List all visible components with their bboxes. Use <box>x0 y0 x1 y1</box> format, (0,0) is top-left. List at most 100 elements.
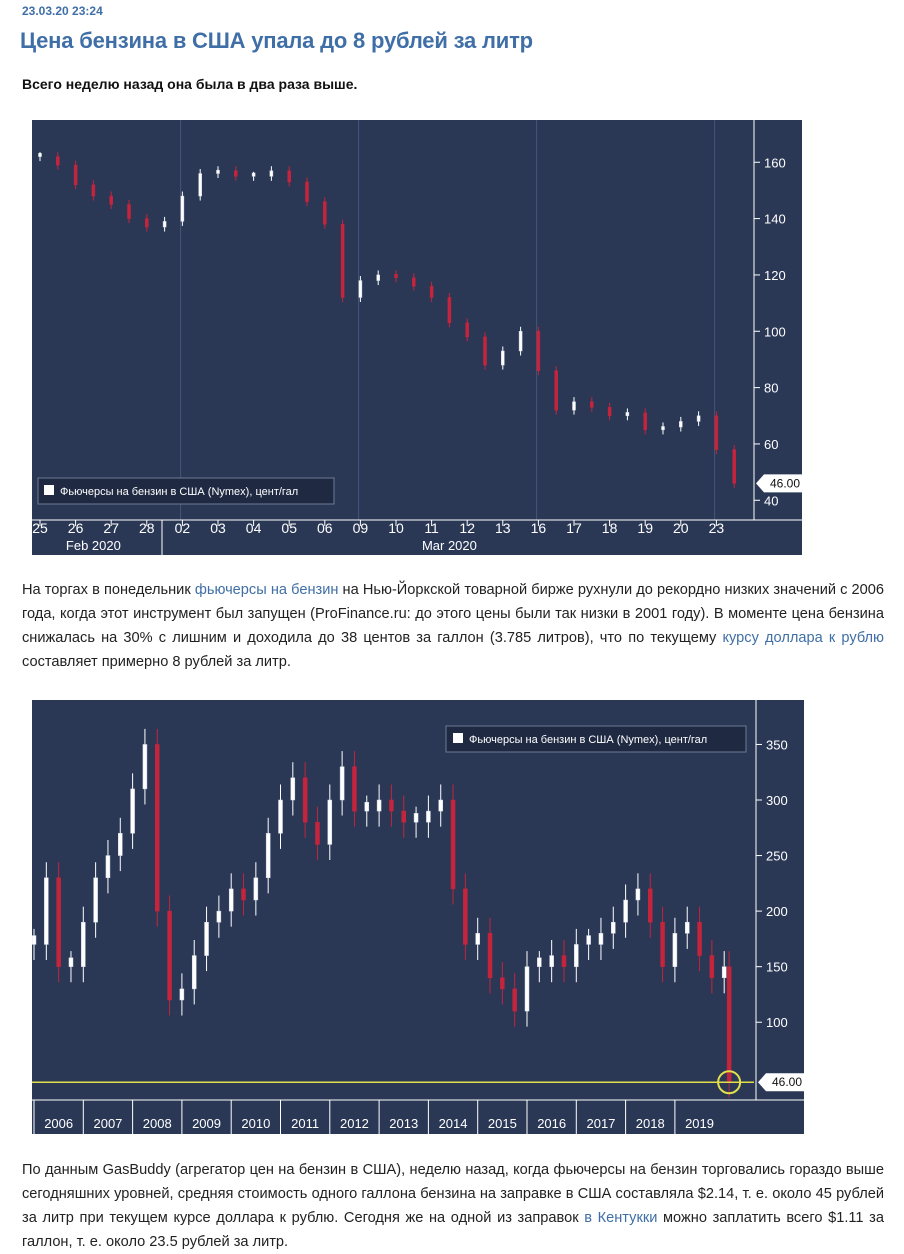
y-tick-label: 140 <box>764 212 786 227</box>
candle <box>549 955 554 967</box>
x-tick-label: 17 <box>566 520 582 536</box>
candle <box>376 799 382 812</box>
candle <box>643 412 647 431</box>
candle <box>251 172 256 177</box>
candle <box>198 173 202 197</box>
legend-box <box>445 725 747 753</box>
x-tick-label: 16 <box>531 520 547 536</box>
y-tick-label: 200 <box>766 904 788 919</box>
candle <box>180 195 185 222</box>
candle <box>302 777 308 823</box>
legend-box <box>37 477 335 505</box>
candle <box>611 921 616 934</box>
candle <box>524 966 530 1012</box>
candle <box>518 331 523 352</box>
candle <box>635 888 641 901</box>
x-tick-label: 03 <box>210 520 226 536</box>
candle <box>536 331 541 371</box>
link-usd-rub-rate[interactable]: курсу доллара к рублю <box>722 630 884 646</box>
candle <box>56 877 61 967</box>
candle <box>465 322 469 338</box>
candle <box>500 977 505 990</box>
candle <box>586 935 591 945</box>
candle <box>376 274 380 281</box>
candle <box>607 407 612 417</box>
candle <box>483 336 487 366</box>
candle <box>412 277 416 287</box>
y-tick-label: 300 <box>766 793 788 808</box>
x-tick-label: 2007 <box>93 1116 122 1131</box>
legend-label: Фьючерсы на бензин в США (Nymex), цент/г… <box>469 734 707 746</box>
article-lead: Всего неделю назад она была в два раза в… <box>22 76 358 92</box>
candle <box>389 799 394 812</box>
candle <box>73 164 78 186</box>
candle <box>68 957 74 967</box>
candle <box>450 799 456 890</box>
x-tick-label: 2006 <box>44 1116 73 1131</box>
candle <box>660 921 665 967</box>
candle <box>56 156 60 166</box>
x-tick-label: 2014 <box>439 1116 468 1131</box>
y-tick-label: 350 <box>766 737 788 752</box>
y-tick-label: 160 <box>764 155 786 170</box>
link-gasoline-futures[interactable]: фьючерсы на бензин <box>194 582 339 598</box>
candle <box>216 910 222 923</box>
legend-swatch <box>44 485 54 495</box>
candle <box>475 933 480 945</box>
x-tick-label: 26 <box>68 520 84 536</box>
x-tick-label: 27 <box>103 520 119 536</box>
x-tick-label: 25 <box>32 520 48 536</box>
y-tick-label: 150 <box>766 960 788 975</box>
candle <box>241 888 246 901</box>
y-tick-label: 40 <box>764 493 778 508</box>
candle <box>537 957 542 967</box>
candle <box>105 855 111 879</box>
candle <box>44 877 49 945</box>
candle <box>130 788 135 834</box>
candle <box>204 921 209 956</box>
candle <box>401 810 406 823</box>
candle <box>127 204 131 219</box>
x-tick-label: 20 <box>673 520 689 536</box>
chart-background <box>32 700 804 1134</box>
candle <box>426 810 431 823</box>
x-tick-label: 2011 <box>291 1116 319 1131</box>
x-tick-label: 05 <box>281 520 297 536</box>
x-tick-label: 2015 <box>488 1116 517 1131</box>
candle <box>179 988 185 1001</box>
candle <box>91 184 96 197</box>
candle <box>38 152 42 157</box>
candle <box>32 935 37 945</box>
candle <box>679 421 683 428</box>
paragraph-1-text-c: составляет примерно 8 рублей за литр. <box>22 654 291 670</box>
x-tick-label: 11 <box>424 520 439 536</box>
candle <box>327 799 333 845</box>
article-timestamp: 23.03.20 23:24 <box>22 4 103 18</box>
legend: Фьючерсы на бензин в США (Nymex), цент/г… <box>445 725 747 753</box>
candle <box>234 170 238 177</box>
x-tick-label: 02 <box>175 520 191 536</box>
candle <box>501 350 505 366</box>
candle <box>352 766 357 812</box>
x-tick-label: 28 <box>139 520 155 536</box>
candle <box>661 426 665 431</box>
last-value-label: 46.00 <box>758 1073 804 1092</box>
candle <box>81 921 86 967</box>
candle <box>696 415 701 422</box>
x-tick-label: 09 <box>353 520 369 536</box>
candle <box>572 401 576 411</box>
candle <box>305 181 309 202</box>
candle <box>358 280 363 298</box>
candle <box>623 899 628 923</box>
x-tick-label: 04 <box>246 520 262 536</box>
last-value-text: 46.00 <box>772 1075 802 1089</box>
link-kentucky[interactable]: в Кентукки <box>584 1210 658 1226</box>
x-tick-label: 12 <box>459 520 475 536</box>
candle <box>290 777 296 801</box>
candle <box>315 821 320 845</box>
y-tick-label: 250 <box>766 849 788 864</box>
candle <box>714 415 719 450</box>
candle <box>590 401 594 408</box>
candle <box>216 169 220 174</box>
x-tick-label: 2008 <box>143 1116 172 1131</box>
